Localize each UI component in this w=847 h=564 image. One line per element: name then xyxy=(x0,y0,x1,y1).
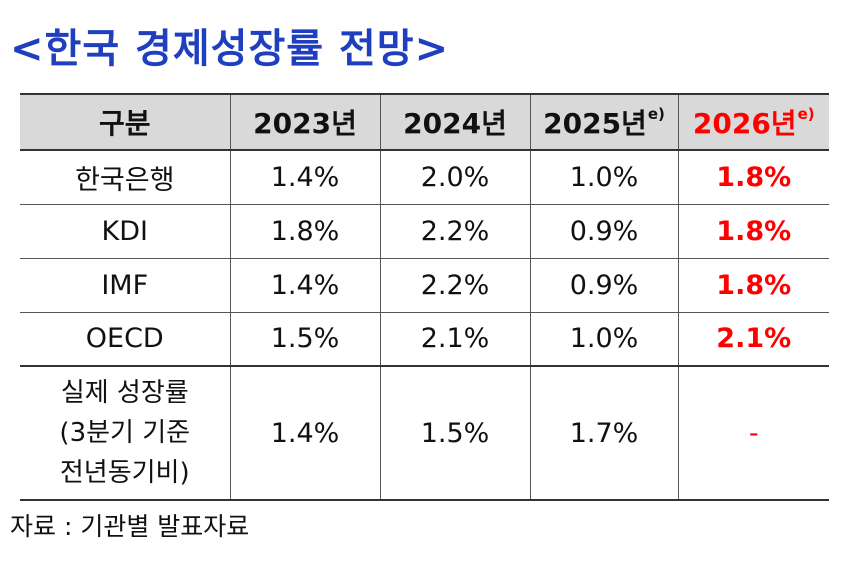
source-note: 자료 : 기관별 발표자료 xyxy=(10,512,250,541)
row-name: IMF xyxy=(20,257,231,313)
cell-2026: 1.8% xyxy=(677,203,829,259)
actual-label-line1: 실제 성장률 xyxy=(60,378,189,408)
header-2026: 2026년e) xyxy=(677,93,829,151)
row-name: OECD xyxy=(20,311,231,367)
cell-2026: 1.8% xyxy=(677,149,829,205)
actual-label-line2: (3분기 기준 xyxy=(59,418,191,448)
cell-2025: 1.7% xyxy=(529,365,679,501)
table-row: OECD 1.5% 2.1% 1.0% 2.1% xyxy=(20,311,829,367)
header-2026-note: e) xyxy=(797,105,815,123)
header-2026-text: 2026년 xyxy=(692,107,797,140)
table-header-row: 구분 2023년 2024년 2025년e) 2026년e) xyxy=(20,93,829,151)
cell-2023: 1.4% xyxy=(229,257,381,313)
cell-2023: 1.5% xyxy=(229,311,381,367)
table-row: KDI 1.8% 2.2% 0.9% 1.8% xyxy=(20,203,829,259)
cell-2024: 2.2% xyxy=(379,257,531,313)
table-row-actual: 실제 성장률 (3분기 기준 전년동기비) 1.4% 1.5% 1.7% - xyxy=(20,365,829,501)
cell-2025: 1.0% xyxy=(529,149,679,205)
cell-2026: - xyxy=(677,365,829,501)
growth-forecast-table: 구분 2023년 2024년 2025년e) 2026년e) 한국은행 1.4%… xyxy=(20,93,829,501)
cell-2026: 1.8% xyxy=(677,257,829,313)
cell-2023: 1.4% xyxy=(229,149,381,205)
table-row: IMF 1.4% 2.2% 0.9% 1.8% xyxy=(20,257,829,313)
header-2025-note: e) xyxy=(647,105,665,123)
cell-2025: 0.9% xyxy=(529,203,679,259)
cell-2025: 0.9% xyxy=(529,257,679,313)
cell-2023: 1.4% xyxy=(229,365,381,501)
table-row: 한국은행 1.4% 2.0% 1.0% 1.8% xyxy=(20,149,829,205)
cell-2023: 1.8% xyxy=(229,203,381,259)
header-label: 구분 xyxy=(20,93,231,151)
page-title: <한국 경제성장률 전망> xyxy=(10,26,450,72)
cell-2024: 1.5% xyxy=(379,365,531,501)
header-2025: 2025년e) xyxy=(529,93,679,151)
cell-2024: 2.2% xyxy=(379,203,531,259)
cell-2024: 2.0% xyxy=(379,149,531,205)
row-name: KDI xyxy=(20,203,231,259)
actual-label-line3: 전년동기비) xyxy=(59,458,190,488)
header-2024: 2024년 xyxy=(379,93,531,151)
header-2023: 2023년 xyxy=(229,93,381,151)
cell-2026: 2.1% xyxy=(677,311,829,367)
cell-2024: 2.1% xyxy=(379,311,531,367)
cell-2025: 1.0% xyxy=(529,311,679,367)
row-name-actual: 실제 성장률 (3분기 기준 전년동기비) xyxy=(20,365,231,501)
header-2025-text: 2025년 xyxy=(543,107,647,140)
row-name: 한국은행 xyxy=(20,149,231,205)
